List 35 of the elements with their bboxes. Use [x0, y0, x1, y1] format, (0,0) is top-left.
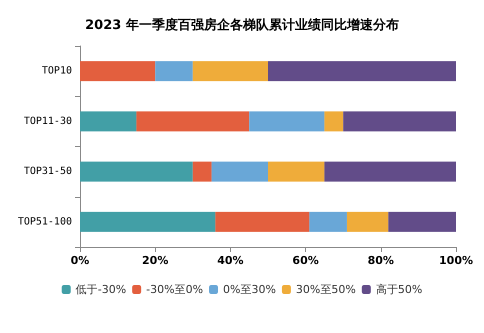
bar — [309, 212, 347, 232]
y-tick-label: TOP51-100 — [18, 216, 72, 228]
bar — [80, 162, 193, 182]
y-tick-label: TOP11-30 — [24, 116, 72, 127]
chart-title: 2023 年一季度百强房企各梯队累计业绩同比增速分布 — [85, 17, 399, 33]
bar — [80, 61, 156, 82]
bar — [80, 212, 216, 232]
legend-label: 高于50% — [376, 283, 422, 296]
bar — [324, 162, 456, 182]
bar — [268, 162, 324, 182]
x-tick-label: 0% — [70, 254, 90, 267]
bar — [268, 61, 456, 82]
bar — [192, 61, 268, 82]
bar — [215, 212, 310, 232]
x-tick-label: 100% — [439, 254, 473, 267]
bar — [343, 111, 456, 132]
bar — [80, 111, 136, 132]
bar — [346, 212, 388, 232]
bar — [324, 111, 344, 132]
y-tick-label: TOP10 — [42, 66, 72, 77]
bar — [155, 61, 193, 82]
x-tick-label: 40% — [217, 254, 244, 267]
x-tick-label: 80% — [368, 254, 394, 267]
bar — [192, 162, 212, 182]
bar — [388, 212, 456, 232]
bar — [249, 111, 324, 132]
legend-label: 30%至50% — [296, 283, 356, 296]
x-tick-label: 60% — [292, 254, 319, 267]
legend-label: 0%至30% — [223, 283, 276, 296]
bar — [136, 111, 250, 132]
bar — [212, 162, 268, 182]
y-tick-label: TOP31-50 — [24, 166, 72, 178]
x-tick-label: 20% — [142, 254, 168, 267]
legend-label: -30%至0% — [146, 283, 204, 296]
legend-label: 低于-30% — [76, 283, 126, 296]
